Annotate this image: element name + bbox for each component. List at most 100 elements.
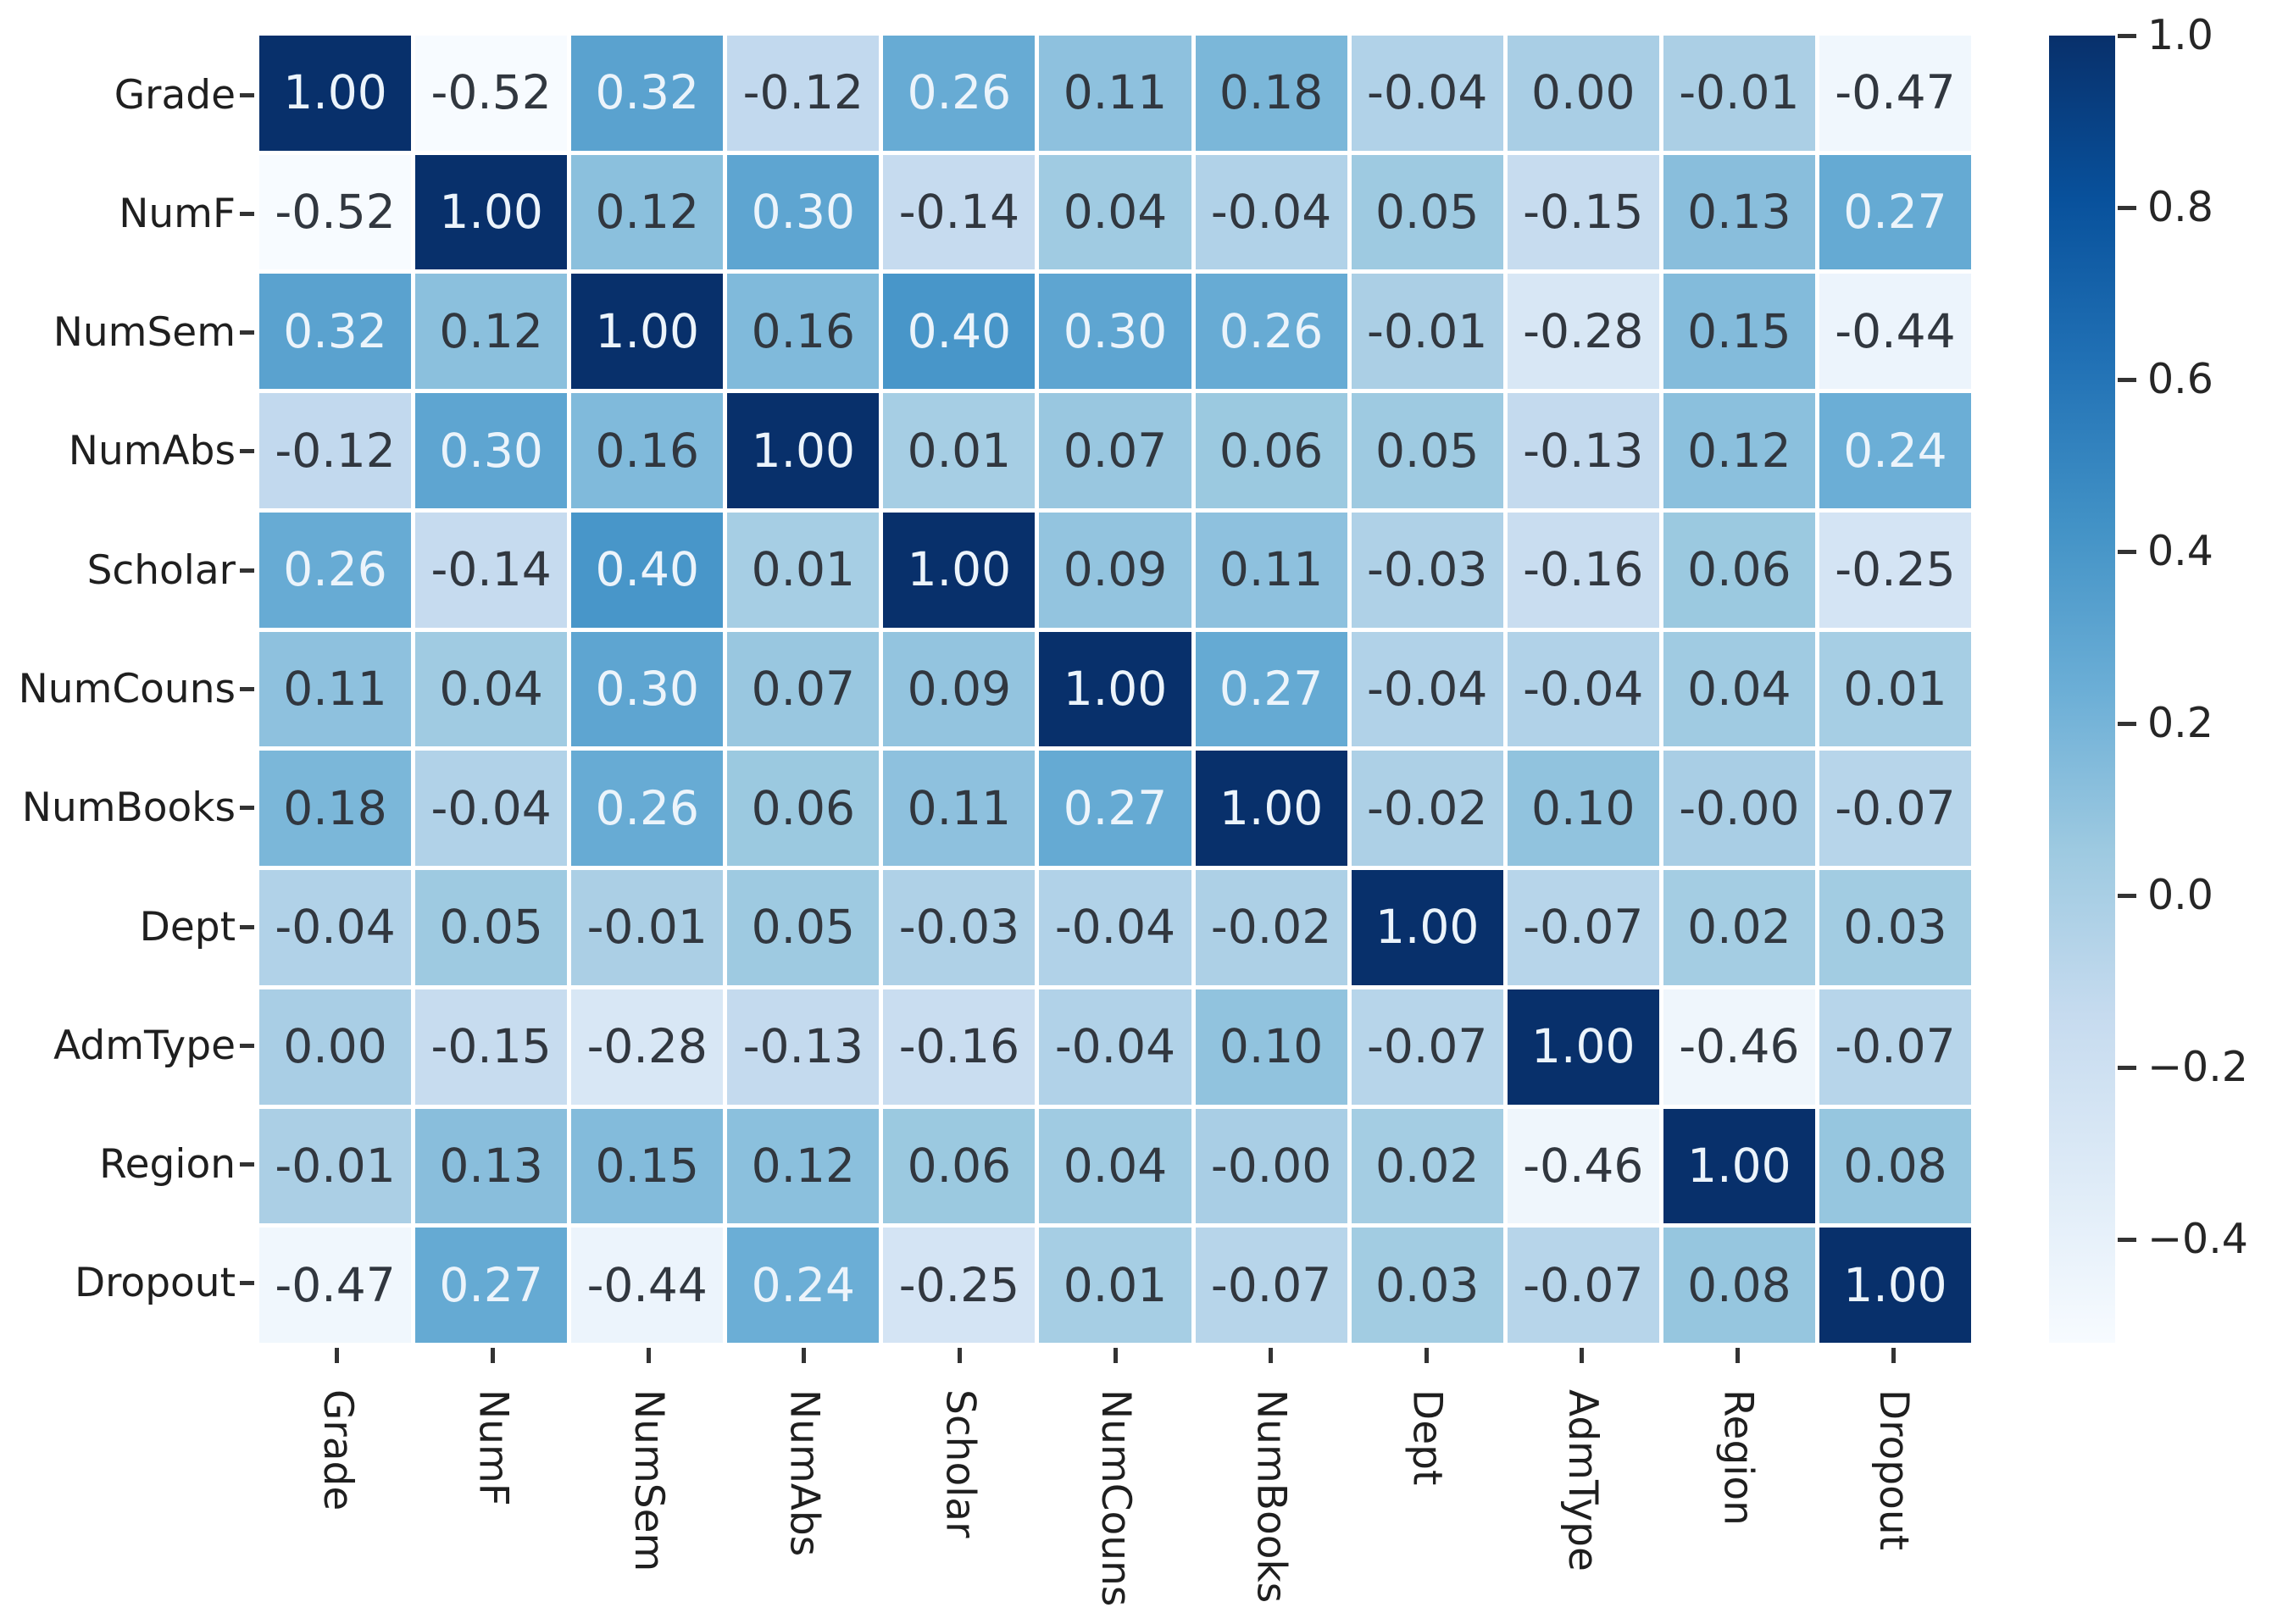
cell-value: -0.02 (1210, 900, 1332, 955)
heatmap-cell: 0.30 (1039, 274, 1191, 390)
cell-value: 0.12 (1687, 423, 1791, 478)
heatmap-cell: 0.11 (883, 751, 1036, 867)
heatmap-cell: 0.16 (727, 274, 880, 390)
cell-value: 0.30 (439, 423, 543, 478)
heatmap-cell: -0.28 (1507, 274, 1659, 390)
heatmap-cell: 1.00 (1819, 1228, 1971, 1343)
heatmap-cell: 0.05 (1351, 393, 1503, 508)
heatmap-cell: 0.30 (727, 154, 880, 270)
heatmap-cell: 1.00 (1351, 870, 1503, 985)
heatmap-cell: -0.46 (1663, 989, 1815, 1105)
heatmap-cell: -0.47 (1819, 36, 1971, 151)
cell-value: 0.12 (595, 185, 699, 240)
cell-value: 0.00 (283, 1019, 387, 1074)
y-axis-label-grade: Grade (114, 71, 236, 119)
cell-value: -0.04 (1210, 185, 1332, 240)
cell-value: -0.14 (430, 542, 552, 597)
heatmap-cell: -0.00 (1195, 1108, 1347, 1224)
colorbar-tick-label: 1.0 (2147, 11, 2213, 59)
cell-value: -0.01 (275, 1138, 396, 1193)
cell-value: 0.16 (595, 423, 699, 478)
heatmap-cell: -0.03 (883, 870, 1036, 985)
cell-value: 0.30 (751, 185, 856, 240)
heatmap-cell: 0.07 (727, 631, 880, 747)
heatmap-cell: -0.47 (259, 1228, 412, 1343)
heatmap-cell: -0.13 (727, 989, 880, 1105)
cell-value: 0.11 (1219, 542, 1324, 597)
heatmap-cell: 0.05 (727, 870, 880, 985)
x-tick-mark (335, 1348, 340, 1363)
cell-value: 0.18 (283, 780, 387, 835)
heatmap-cell: -0.13 (1507, 393, 1659, 508)
colorbar-tick-label: −0.4 (2147, 1215, 2248, 1264)
y-axis-label-numabs: NumAbs (68, 428, 236, 475)
heatmap-cell: 0.27 (1819, 154, 1971, 270)
cell-value: 0.01 (1063, 1257, 1168, 1312)
cell-value: -0.25 (898, 1257, 1020, 1312)
cell-value: 0.26 (907, 65, 1012, 120)
heatmap-cell: 0.32 (571, 36, 724, 151)
cell-value: 1.00 (751, 423, 856, 478)
heatmap-cell: 0.06 (883, 1108, 1036, 1224)
heatmap-cell: 0.04 (1663, 631, 1815, 747)
cell-value: 0.06 (751, 780, 856, 835)
heatmap-cell: -0.16 (883, 989, 1036, 1105)
cell-value: 0.08 (1843, 1138, 1947, 1193)
cell-value: 1.00 (1531, 1019, 1636, 1074)
cell-value: 0.07 (751, 661, 856, 716)
cell-value: 0.01 (1843, 661, 1947, 716)
cell-value: 0.26 (1219, 303, 1324, 358)
y-tick-mark (240, 806, 254, 811)
heatmap-cell: 0.26 (259, 512, 412, 628)
cell-value: 0.24 (751, 1257, 856, 1312)
heatmap-cell: -0.44 (571, 1228, 724, 1343)
cell-value: 0.02 (1375, 1138, 1480, 1193)
heatmap-cell: 0.16 (571, 393, 724, 508)
colorbar-tick-label: 0.6 (2147, 355, 2213, 404)
cell-value: -0.15 (1523, 185, 1644, 240)
cell-value: -0.01 (1367, 303, 1488, 358)
colorbar-tick-label: 0.8 (2147, 183, 2213, 232)
heatmap-cell: 1.00 (1663, 1108, 1815, 1224)
x-tick-mark (1891, 1348, 1896, 1363)
cell-value: -0.13 (742, 1019, 864, 1074)
heatmap-cell: 1.00 (415, 154, 568, 270)
heatmap-cell: 0.26 (1195, 274, 1347, 390)
cell-value: 0.18 (1219, 65, 1324, 120)
heatmap-cell: 0.03 (1351, 1228, 1503, 1343)
heatmap-cell: -0.12 (259, 393, 412, 508)
heatmap-cell: -0.07 (1351, 989, 1503, 1105)
heatmap-cell: 1.00 (883, 512, 1036, 628)
cell-value: 0.12 (751, 1138, 856, 1193)
cell-value: 0.40 (907, 303, 1012, 358)
heatmap-cell: -0.04 (1351, 631, 1503, 747)
x-tick-mark (490, 1348, 495, 1363)
cell-value: 0.09 (1063, 542, 1168, 597)
heatmap-cell: -0.04 (1039, 870, 1191, 985)
heatmap-cell: 0.01 (1819, 631, 1971, 747)
x-tick-mark (802, 1348, 807, 1363)
cell-value: 1.00 (1843, 1257, 1947, 1312)
heatmap-cell: 1.00 (727, 393, 880, 508)
heatmap-cell: -0.04 (1351, 36, 1503, 151)
heatmap-cell: -0.52 (259, 154, 412, 270)
y-axis-label-admtype: AdmType (53, 1022, 236, 1069)
heatmap-cell: 0.13 (415, 1108, 568, 1224)
cell-value: -0.16 (898, 1019, 1020, 1074)
cell-value: 0.13 (439, 1138, 543, 1193)
heatmap-cell: 1.00 (259, 36, 412, 151)
cell-value: -0.00 (1210, 1138, 1332, 1193)
heatmap-cell: -0.46 (1507, 1108, 1659, 1224)
heatmap-cell: 0.26 (571, 751, 724, 867)
cell-value: 0.10 (1531, 780, 1636, 835)
cell-value: 0.32 (283, 303, 387, 358)
cell-value: 0.11 (1063, 65, 1168, 120)
heatmap-cell: 1.00 (1507, 989, 1659, 1105)
heatmap-cell: 0.10 (1195, 989, 1347, 1105)
heatmap-cell: 0.07 (1039, 393, 1191, 508)
cell-value: 0.30 (595, 661, 699, 716)
cell-value: -0.44 (1835, 303, 1956, 358)
heatmap-cell: -0.04 (415, 751, 568, 867)
heatmap-cell: -0.12 (727, 36, 880, 151)
